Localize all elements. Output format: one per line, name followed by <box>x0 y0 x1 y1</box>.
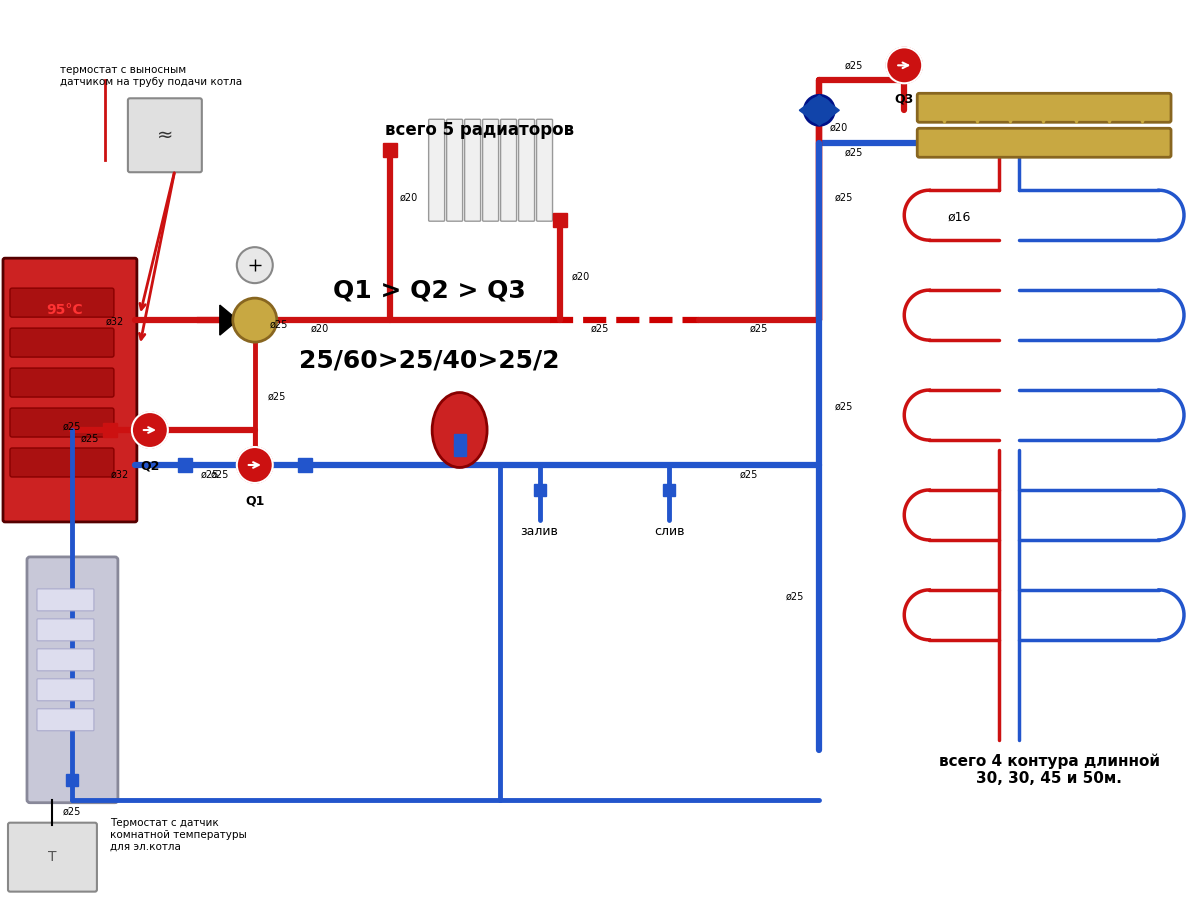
Text: ≈: ≈ <box>157 126 173 145</box>
Polygon shape <box>219 305 237 335</box>
FancyBboxPatch shape <box>26 557 118 803</box>
FancyBboxPatch shape <box>10 368 114 397</box>
FancyBboxPatch shape <box>429 120 445 221</box>
FancyBboxPatch shape <box>8 823 97 892</box>
Text: ø25: ø25 <box>845 148 863 157</box>
FancyBboxPatch shape <box>537 120 553 221</box>
Circle shape <box>236 248 272 284</box>
Circle shape <box>233 298 277 342</box>
FancyBboxPatch shape <box>10 448 114 477</box>
Text: ø25: ø25 <box>267 392 287 402</box>
Text: всего 5 радиаторов: всего 5 радиаторов <box>385 122 574 140</box>
Text: ø16: ø16 <box>947 211 971 223</box>
Text: ø25: ø25 <box>835 193 852 202</box>
Text: ø20: ø20 <box>830 122 848 132</box>
FancyBboxPatch shape <box>128 98 201 172</box>
Text: ø25: ø25 <box>835 402 852 412</box>
Text: Q2: Q2 <box>140 460 159 473</box>
Text: 95°C: 95°C <box>47 303 83 317</box>
Text: ø20: ø20 <box>399 193 418 202</box>
Text: Q1: Q1 <box>245 495 265 508</box>
Text: ø25: ø25 <box>80 434 100 444</box>
Text: всего 4 контура длинной
30, 30, 45 и 50м.: всего 4 контура длинной 30, 30, 45 и 50м… <box>939 753 1159 787</box>
Text: ø25: ø25 <box>845 60 863 70</box>
FancyBboxPatch shape <box>37 709 94 731</box>
Text: Q1 > Q2 > Q3: Q1 > Q2 > Q3 <box>333 278 526 302</box>
Text: ø25: ø25 <box>211 470 229 480</box>
FancyBboxPatch shape <box>37 649 94 670</box>
Circle shape <box>805 95 835 125</box>
FancyBboxPatch shape <box>10 328 114 357</box>
FancyBboxPatch shape <box>482 120 499 221</box>
FancyBboxPatch shape <box>10 288 114 317</box>
Text: ø32: ø32 <box>106 317 123 327</box>
Text: ø25: ø25 <box>590 324 609 334</box>
Text: слив: слив <box>655 525 685 538</box>
Text: ø25: ø25 <box>62 422 82 432</box>
FancyBboxPatch shape <box>465 120 481 221</box>
Circle shape <box>886 48 922 84</box>
Text: ø20: ø20 <box>311 324 329 334</box>
Text: термостат с выносным
датчиком на трубу подачи котла: термостат с выносным датчиком на трубу п… <box>60 66 242 87</box>
FancyBboxPatch shape <box>37 619 94 641</box>
FancyBboxPatch shape <box>917 129 1171 158</box>
Text: ø25: ø25 <box>200 470 219 480</box>
Text: T: T <box>48 850 56 864</box>
FancyBboxPatch shape <box>10 408 114 437</box>
FancyBboxPatch shape <box>37 589 94 611</box>
FancyBboxPatch shape <box>500 120 517 221</box>
Text: ø32: ø32 <box>110 470 129 480</box>
FancyBboxPatch shape <box>37 679 94 701</box>
Text: Термостат с датчик
комнатной температуры
для эл.котла: Термостат с датчик комнатной температуры… <box>110 818 247 851</box>
FancyBboxPatch shape <box>2 258 137 522</box>
Text: ø25: ø25 <box>270 320 288 330</box>
Ellipse shape <box>432 392 487 467</box>
Text: ø20: ø20 <box>572 272 590 282</box>
Text: ø25: ø25 <box>787 592 805 602</box>
Text: Q3: Q3 <box>894 93 914 105</box>
Circle shape <box>236 447 272 483</box>
Text: 25/60>25/40>25/2: 25/60>25/40>25/2 <box>300 348 560 372</box>
Text: ø25: ø25 <box>740 470 759 480</box>
Polygon shape <box>800 95 839 125</box>
FancyBboxPatch shape <box>446 120 463 221</box>
Circle shape <box>132 412 168 448</box>
FancyBboxPatch shape <box>518 120 535 221</box>
Text: ø25: ø25 <box>62 806 82 816</box>
Text: ø25: ø25 <box>751 324 769 334</box>
FancyBboxPatch shape <box>917 94 1171 122</box>
Text: залив: залив <box>520 525 559 538</box>
